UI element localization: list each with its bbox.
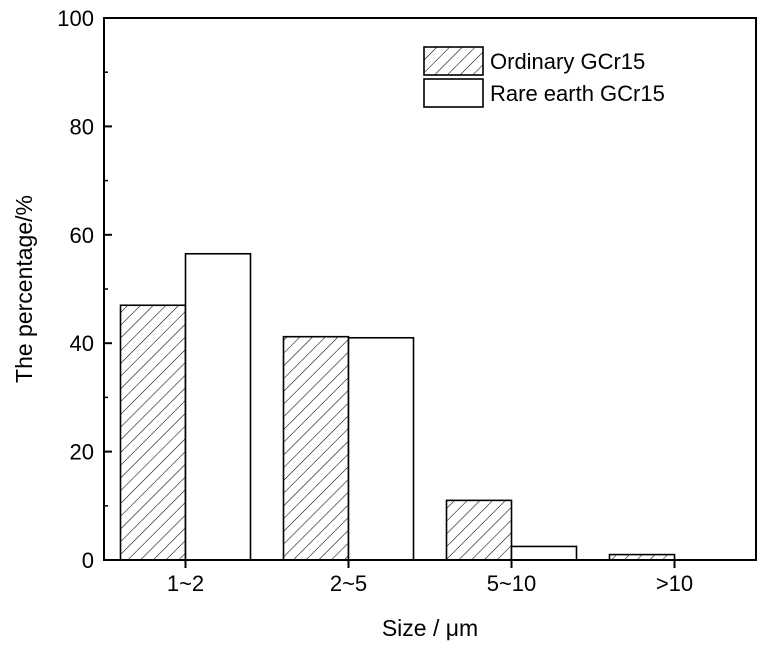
y-axis: 0 20 40 60 80 100 xyxy=(57,6,112,573)
bar-ordinary-0 xyxy=(119,304,187,561)
bar-ordinary-1 xyxy=(282,335,350,561)
x-tick-label: 2~5 xyxy=(330,571,367,596)
y-tick-label: 0 xyxy=(82,548,94,573)
y-tick-label: 40 xyxy=(70,331,94,356)
x-tick-label: 5~10 xyxy=(487,571,537,596)
y-axis-title: The percentage/% xyxy=(11,195,37,383)
y-tick-label: 100 xyxy=(57,6,94,31)
bar-ordinary-2 xyxy=(445,499,513,561)
bar-rare-earth-2 xyxy=(510,545,578,561)
x-axis: 1~2 2~5 5~10 >10 xyxy=(167,560,693,596)
legend-label-ordinary: Ordinary GCr15 xyxy=(490,49,645,74)
x-axis-title: Size / μm xyxy=(382,615,478,641)
y-tick-label: 20 xyxy=(70,440,94,465)
legend-label-rare-earth: Rare earth GCr15 xyxy=(490,81,665,106)
legend-swatch-rare-earth xyxy=(423,78,484,108)
bar-rare-earth-1 xyxy=(347,336,415,561)
legend: Ordinary GCr15 Rare earth GCr15 xyxy=(423,46,665,108)
bar-rare-earth-0 xyxy=(184,252,252,561)
y-tick-label: 80 xyxy=(70,114,94,139)
x-tick-label: >10 xyxy=(656,571,693,596)
x-tick-label: 1~2 xyxy=(167,571,204,596)
bars-layer xyxy=(119,252,676,561)
legend-swatch-ordinary xyxy=(423,46,484,76)
y-tick-label: 60 xyxy=(70,223,94,248)
